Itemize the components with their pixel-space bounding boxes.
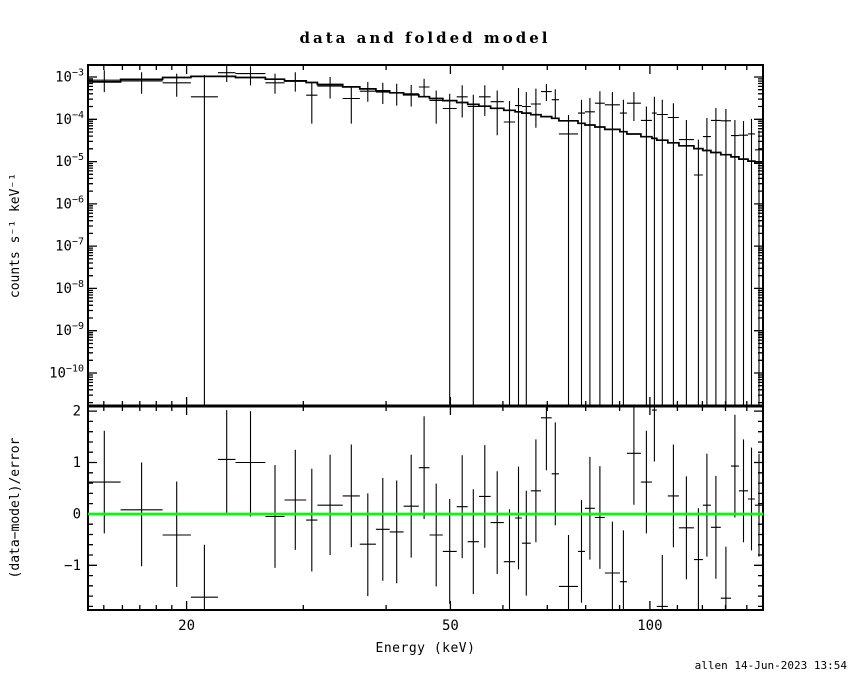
y-tick-label: 10−8 bbox=[55, 279, 84, 297]
residual-data-points bbox=[88, 406, 763, 610]
timestamp-label: allen 14-Jun-2023 13:54 bbox=[694, 659, 847, 672]
tick-label: 20 bbox=[178, 618, 195, 634]
y-tick-label: 10−4 bbox=[55, 110, 84, 128]
spectrum-data-points bbox=[88, 65, 763, 406]
y-tick-label: 10−3 bbox=[55, 68, 84, 86]
y-tick-label: 10−6 bbox=[55, 194, 84, 212]
tick-label: 2 bbox=[73, 404, 81, 420]
tick-label: 0 bbox=[73, 506, 81, 522]
y-tick-label: 10−5 bbox=[55, 152, 84, 170]
model-curve bbox=[88, 75, 763, 164]
plot-title: data and folded model bbox=[299, 29, 551, 47]
y-tick-label: 10−7 bbox=[55, 237, 84, 255]
tick-label: −1 bbox=[64, 558, 81, 574]
y-tick-label: 10−9 bbox=[55, 321, 84, 339]
tick-label: 50 bbox=[442, 618, 459, 634]
y-tick-label: 10−10 bbox=[49, 364, 84, 382]
tick-label: 100 bbox=[637, 618, 662, 634]
tick-label: 1 bbox=[73, 455, 81, 471]
x-axis-label: Energy (keV) bbox=[375, 641, 476, 656]
